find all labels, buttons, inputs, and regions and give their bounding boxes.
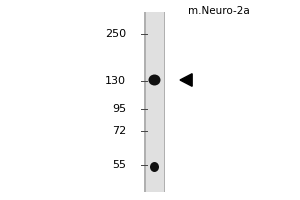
- Bar: [144, 12, 165, 192]
- Text: 250: 250: [105, 29, 126, 39]
- Polygon shape: [180, 74, 192, 86]
- Bar: [146, 12, 164, 192]
- Text: 130: 130: [105, 76, 126, 86]
- Ellipse shape: [150, 162, 159, 172]
- Text: 95: 95: [112, 104, 126, 114]
- Text: 55: 55: [112, 160, 126, 170]
- Text: m.Neuro-2a: m.Neuro-2a: [188, 6, 250, 16]
- Text: 72: 72: [112, 126, 126, 136]
- Ellipse shape: [148, 74, 160, 86]
